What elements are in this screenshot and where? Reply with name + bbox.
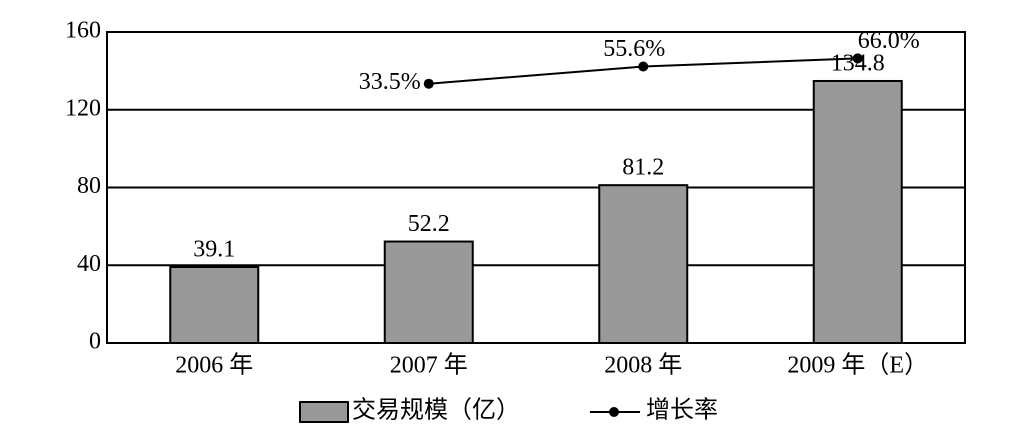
line-value-label: 66.0% [858, 28, 920, 54]
y-tick-label: 120 [65, 95, 101, 121]
legend-swatch [609, 407, 619, 417]
bar-value-label: 52.2 [408, 211, 450, 237]
bar [169, 265, 260, 345]
y-tick-label: 40 [77, 251, 101, 277]
y-tick-label: 80 [77, 173, 101, 199]
x-tick-label: 2008 年 [604, 352, 682, 379]
plot-frame [106, 31, 966, 344]
bar-value-label: 81.2 [622, 155, 664, 181]
line-point [852, 53, 863, 64]
legend-label: 增长率 [646, 397, 718, 424]
legend-swatch [299, 401, 349, 423]
bar-value-label: 39.1 [193, 236, 235, 262]
line-value-label: 55.6% [603, 36, 665, 62]
line-value-label: 33.5% [359, 69, 421, 95]
line-point [638, 61, 649, 72]
x-tick-label: 2007 年 [390, 352, 468, 379]
y-tick-label: 0 [89, 329, 101, 355]
x-tick-label: 2006 年 [175, 352, 253, 379]
bar [598, 184, 689, 344]
line-point [423, 78, 434, 89]
y-tick-label: 160 [65, 18, 101, 44]
x-tick-label: 2009 年（E） [787, 352, 928, 379]
bar [812, 79, 903, 344]
bar [383, 240, 474, 345]
legend-label: 交易规模（亿） [352, 397, 520, 424]
